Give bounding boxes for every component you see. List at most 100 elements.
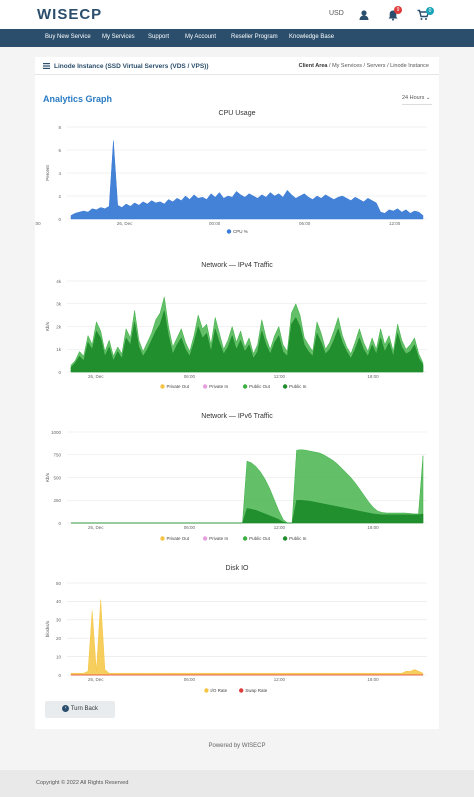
- legend-swatch: [242, 384, 248, 389]
- y-axis-label: Percent: [45, 164, 50, 180]
- x-tick-label: 00:00: [209, 221, 221, 226]
- breadcrumb-servers[interactable]: Servers: [366, 63, 386, 69]
- y-tick-label: 3k: [56, 302, 62, 307]
- breadcrumb-client-area[interactable]: Client Area: [298, 63, 328, 69]
- turn-back-button[interactable]: ‹ Turn Back: [45, 701, 115, 718]
- legend-label: CPU %: [233, 229, 248, 234]
- y-tick-label: 1000: [51, 430, 62, 435]
- chart-ipv6: Network — IPv6 Traffic 0 250 500 750 1000 Kb/…: [35, 413, 439, 553]
- analytics-title: Analytics Graph: [43, 94, 113, 104]
- nav-reseller-program[interactable]: Reseller Program: [231, 34, 278, 40]
- x-tick-label: 26, Dec: [88, 677, 104, 682]
- chart-title: Network — IPv6 Traffic: [201, 413, 273, 420]
- legend-swatch: [160, 384, 165, 389]
- chart-title: Disk IO: [225, 565, 249, 572]
- y-tick-label: 750: [53, 453, 61, 458]
- x-tick-label: 12:00: [274, 525, 286, 530]
- y-axis-label: blocks/s: [45, 620, 50, 637]
- ipv4-chart-svg: 0 1k 2k 3k 4k Kb/s 26, Dec 06:00 12:00 18:00 Priva…: [45, 279, 427, 389]
- powered-by: Powered by WISECP: [208, 743, 266, 749]
- y-tick-label: 250: [53, 498, 61, 503]
- y-tick-label: 8: [58, 125, 61, 130]
- currency-selector[interactable]: USD: [329, 10, 344, 17]
- y-tick-label: 50: [56, 581, 62, 586]
- x-tick-label: 26, Dec: [88, 374, 104, 379]
- diskio-chart-svg: 0 10 20 30 40 50 blocks/s 26, Dec 06:00 12:00 18:0…: [45, 581, 427, 693]
- x-tick-label: 26, Dec: [117, 221, 133, 226]
- legend-label: Private Out: [167, 536, 190, 541]
- x-tick-label: 18:00: [35, 221, 41, 226]
- series-area-i-o-rate: [70, 599, 424, 676]
- chart-disk-io: Disk IO 0 10 20 30 40 50 blocks/s 26, Dec 06:00 1…: [35, 565, 439, 705]
- legend-swatch: [282, 536, 288, 541]
- ipv6-chart-svg: 0 250 500 750 1000 Kb/s 26, Dec 06:00 12:00 18:00…: [45, 430, 427, 541]
- menu-icon: [43, 63, 50, 69]
- legend-swatch: [202, 384, 208, 389]
- notification-badge: 9: [394, 6, 402, 14]
- logo[interactable]: WISECP: [37, 6, 103, 23]
- legend-label: I/O Rate: [210, 688, 227, 693]
- legend-swatch: [202, 536, 208, 541]
- breadcrumb-linode-instance[interactable]: Linode Instance: [390, 63, 429, 69]
- y-axis-label: Kb/s: [45, 321, 50, 331]
- x-tick-label: 26, Dec: [88, 525, 104, 530]
- x-tick-label: 12:00: [274, 677, 286, 682]
- series-area-public-in: [71, 500, 424, 524]
- page-footer: Copyright © 2022 All Rights Reserved: [0, 770, 474, 797]
- x-tick-label: 12:00: [389, 221, 401, 226]
- y-axis-label: Kb/s: [45, 472, 50, 482]
- series-area-cpu-: [70, 140, 424, 220]
- y-tick-label: 30: [56, 618, 62, 623]
- nav-buy-new-service[interactable]: Buy New Service: [45, 34, 91, 40]
- range-select[interactable]: 24 Hours ⌄: [402, 93, 432, 105]
- x-tick-label: 18:00: [367, 525, 379, 530]
- legend-label: Private Out: [167, 384, 190, 389]
- nav-my-services[interactable]: My Services: [102, 34, 135, 40]
- cart-badge: 0: [426, 7, 434, 15]
- card-header: Linode Instance (SSD Virtual Servers (VD…: [35, 57, 439, 75]
- range-select-value: 24 Hours: [402, 95, 425, 101]
- y-tick-label: 6: [58, 148, 61, 153]
- legend-label: Private In: [209, 384, 229, 389]
- page-title: Linode Instance (SSD Virtual Servers (VD…: [54, 63, 209, 70]
- x-tick-label: 06:00: [184, 374, 196, 379]
- y-tick-label: 40: [56, 599, 62, 604]
- y-tick-label: 2k: [56, 324, 62, 329]
- legend-label: Private In: [209, 536, 229, 541]
- y-tick-label: 0: [58, 521, 61, 526]
- x-tick-label: 18:00: [367, 374, 379, 379]
- service-card: Linode Instance (SSD Virtual Servers (VD…: [35, 57, 439, 729]
- main-nav: Buy New Service My Services Support My A…: [0, 29, 474, 47]
- y-tick-label: 0: [58, 673, 61, 678]
- breadcrumb-my-services[interactable]: My Services: [332, 63, 363, 69]
- x-tick-label: 06:00: [184, 525, 196, 530]
- legend-label: Public Out: [249, 536, 271, 541]
- nav-knowledge-base[interactable]: Knowledge Base: [289, 34, 335, 40]
- turn-back-label: Turn Back: [70, 706, 98, 712]
- top-header: WISECP USD 9 0: [0, 0, 474, 29]
- x-tick-label: 12:00: [274, 374, 286, 379]
- legend-label: Swap Rate: [245, 688, 268, 693]
- x-tick-label: 18:00: [367, 677, 379, 682]
- x-tick-label: 06:00: [299, 221, 311, 226]
- cpu-chart-svg: 0 2 4 6 8 Percent 26, Dec 00:00 06:00 12:00 18:00 C…: [35, 125, 427, 234]
- y-tick-label: 0: [58, 217, 61, 222]
- nav-support[interactable]: Support: [148, 34, 170, 40]
- copyright: Copyright © 2022 All Rights Reserved: [36, 780, 129, 786]
- nav-my-account[interactable]: My Account: [185, 34, 217, 40]
- legend-swatch: [226, 229, 232, 234]
- chart-cpu: CPU Usage 0 2 4 6 8 Percent 26, Dec 00:00 06:00 1…: [35, 109, 439, 244]
- y-tick-label: 4k: [56, 279, 62, 284]
- y-tick-label: 20: [56, 636, 62, 641]
- legend-swatch: [239, 688, 244, 693]
- arrow-left-icon: ‹: [62, 704, 70, 712]
- y-tick-label: 500: [53, 475, 61, 480]
- legend-swatch: [242, 536, 248, 541]
- legend-swatch: [204, 688, 209, 693]
- user-icon[interactable]: [358, 8, 370, 20]
- y-tick-label: 2: [58, 194, 61, 199]
- legend-label: Public Out: [249, 384, 271, 389]
- legend-label: Public In: [289, 536, 307, 541]
- chart-ipv4: Network — IPv4 Traffic 0 1k 2k 3k 4k Kb/s 26, …: [35, 262, 439, 402]
- x-tick-label: 06:00: [184, 677, 196, 682]
